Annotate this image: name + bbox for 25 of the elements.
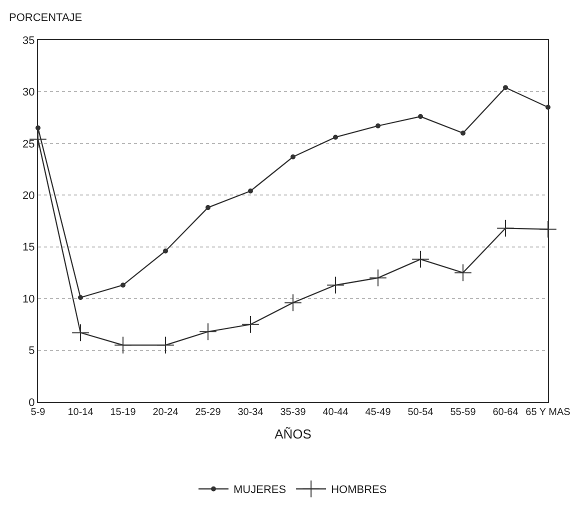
y-tick-label: 5 [28,345,35,358]
legend-label: HOMBRES [331,484,387,496]
y-tick-label: 35 [22,34,35,47]
x-tick-label: 50-54 [408,407,434,418]
y-tick-label: 20 [22,190,35,202]
x-axis-title: AÑOS [274,426,312,442]
y-tick-label: 10 [22,293,35,306]
y-tick-label: 0 [28,396,35,409]
x-tick-label: 20-24 [152,407,179,418]
x-tick-label: 65 Y MAS [526,407,571,418]
y-tick-label: 25 [22,138,35,150]
x-tick-label: 10-14 [68,407,94,418]
x-tick-label: 40-44 [322,407,349,418]
y-axis-title: PORCENTAJE [9,12,82,24]
x-tick-label: 5-9 [30,407,46,418]
x-tick-label: 45-49 [365,407,392,418]
y-tick-label: 30 [22,86,35,99]
x-tick-label: 35-39 [280,407,306,418]
legend-label: MUJERES [234,484,286,496]
x-tick-label: 55-59 [450,407,476,418]
x-tick-label: 60-64 [492,407,519,418]
y-tick-label: 15 [22,242,35,254]
x-tick-label: 30-34 [238,407,264,418]
x-tick-label: 25-29 [195,407,222,418]
x-tick-label: 15-19 [110,407,136,418]
